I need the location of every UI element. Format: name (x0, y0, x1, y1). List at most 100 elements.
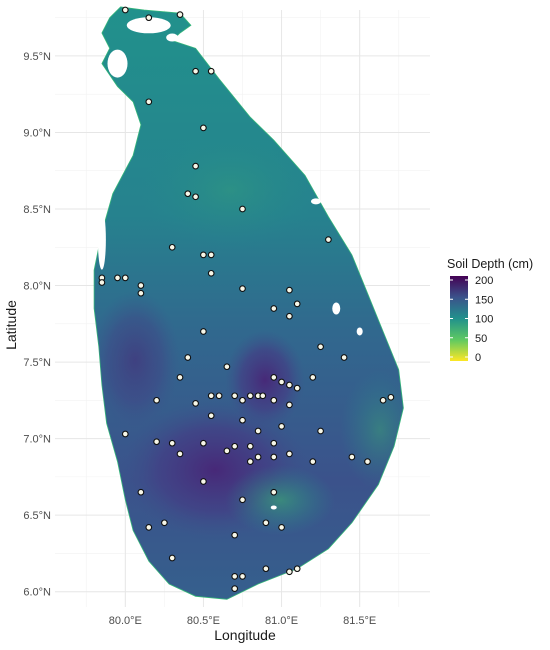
sample-point (325, 236, 332, 243)
sample-point (286, 568, 293, 576)
sample-point (121, 6, 129, 14)
sample-point (270, 374, 278, 381)
sample-point (176, 11, 184, 18)
sample-point (145, 98, 153, 106)
sample-point (207, 392, 215, 400)
sample-point (239, 496, 246, 504)
sample-point (293, 384, 301, 392)
legend-tick-label: 100 (475, 314, 493, 326)
x-tick-label: 81.0°E (265, 615, 298, 627)
sample-point (259, 392, 267, 400)
shallow-soil-region-north (140, 130, 320, 250)
sample-point (161, 519, 168, 527)
y-tick-label: 7.5°N (23, 357, 51, 369)
sample-point (207, 251, 215, 259)
sample-point (239, 396, 246, 404)
legend-tick-label: 150 (475, 294, 493, 306)
sample-point (270, 488, 278, 496)
x-tick-label: 80.5°E (187, 615, 220, 627)
y-axis-title: Latitude (3, 300, 19, 350)
sample-point (278, 423, 285, 430)
sample-point (168, 439, 176, 447)
sample-point (262, 565, 270, 573)
water-body (310, 198, 321, 205)
shallow-soil-region-south (225, 465, 335, 535)
water-bodies (97, 17, 363, 510)
sample-point (192, 400, 199, 407)
y-tick-label: 9.0°N (23, 127, 51, 139)
sample-point (270, 396, 278, 404)
water-body (97, 209, 106, 270)
x-axis-ticks: 80.0°E 80.5°E 81.0°E 81.5°E (109, 615, 377, 627)
sample-point (207, 412, 215, 420)
sample-point (231, 392, 239, 400)
water-body (270, 505, 277, 510)
sample-point (340, 354, 348, 361)
sample-point (286, 450, 293, 458)
sample-point (286, 286, 293, 294)
sample-point (231, 585, 239, 592)
sample-point (231, 573, 239, 580)
sample-point (364, 458, 371, 465)
sample-point (231, 442, 239, 450)
sample-point (317, 427, 324, 435)
sample-point (200, 251, 207, 259)
sample-point (254, 427, 262, 435)
legend-title: Soil Depth (cm) (447, 257, 533, 271)
sample-point (278, 378, 285, 386)
legend-colorbar (450, 276, 468, 361)
sample-point (176, 374, 184, 381)
legend-tick-label: 0 (475, 352, 481, 364)
sample-points (98, 6, 395, 592)
sample-point (153, 396, 160, 404)
sample-point (270, 305, 278, 312)
water-body (126, 17, 171, 34)
y-tick-label: 9.5°N (23, 51, 51, 63)
sample-point (207, 269, 215, 277)
soil-depth-texture (94, 130, 404, 540)
sample-point (309, 458, 317, 465)
sample-point (137, 282, 145, 289)
water-body (332, 302, 341, 315)
sample-point (246, 442, 254, 450)
sample-point (200, 439, 207, 447)
water-body (356, 327, 363, 336)
sample-point (168, 243, 176, 251)
sample-point (207, 67, 215, 75)
sample-point (379, 396, 387, 404)
sample-point (231, 531, 239, 539)
sample-point (270, 453, 278, 461)
sample-point (200, 328, 207, 335)
y-tick-label: 8.0°N (23, 281, 51, 293)
sample-point (184, 190, 192, 198)
sample-point (387, 393, 395, 401)
y-axis-ticks: 6.0°N 6.5°N 7.0°N 7.5°N 8.0°N 8.5°N 9.0°N 9.5°N (23, 51, 51, 599)
sample-point (348, 453, 356, 461)
island (93, 6, 404, 600)
sample-point (239, 416, 246, 424)
legend: Soil Depth (cm) 200 150 100 50 0 (447, 257, 533, 364)
sample-point (145, 524, 153, 531)
legend-tick-label: 50 (475, 333, 487, 345)
sample-point (121, 430, 129, 438)
shallow-soil-region-east (340, 370, 404, 490)
sample-point (246, 458, 254, 465)
legend-tick-label: 200 (475, 275, 493, 287)
sample-point (286, 381, 293, 389)
x-axis-title: Longitude (214, 627, 276, 643)
sample-point (223, 363, 231, 371)
legend-ticks: 200 150 100 50 0 (450, 275, 493, 364)
sample-point (317, 343, 324, 351)
sample-point (239, 573, 246, 580)
sample-point (309, 374, 317, 381)
x-tick-label: 81.5°E (343, 615, 376, 627)
sample-point (293, 565, 301, 573)
water-body (107, 49, 128, 78)
sample-point (98, 279, 106, 286)
sample-point (293, 300, 301, 308)
sample-point (192, 162, 199, 170)
sample-point (121, 274, 129, 282)
y-tick-label: 6.0°N (23, 587, 51, 599)
sample-point (153, 438, 160, 446)
